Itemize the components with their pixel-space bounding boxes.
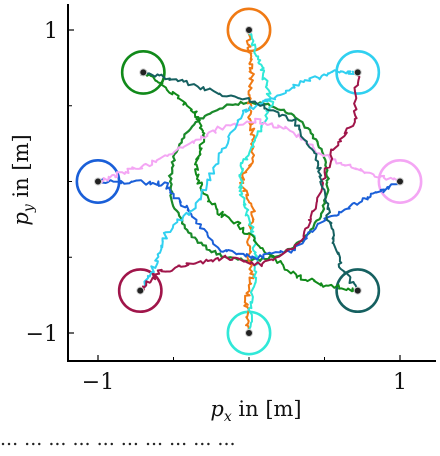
goal-marker-2 (139, 68, 148, 77)
goal-marker-4 (396, 177, 404, 186)
trajectory-3 (97, 178, 402, 261)
y-tick-label-0: 1 (44, 19, 58, 44)
x-tick-label-1: 1 (393, 370, 407, 395)
trajectory-1 (238, 29, 275, 334)
y-tick-label-1: −1 (26, 322, 58, 347)
goal-circles (75, 7, 423, 356)
goal-marker-6 (136, 286, 145, 295)
x-tick-label-0: −1 (82, 370, 114, 395)
goal-circle-5 (335, 49, 381, 95)
trajectory-4 (96, 117, 401, 184)
trajectories (96, 29, 402, 334)
goal-marker-3 (94, 177, 102, 186)
trajectory-2 (142, 71, 358, 293)
figure-caption: ... ... ... ... ... ... ... ... ... ... (0, 428, 236, 450)
goal-circle-4 (377, 159, 423, 204)
goal-marker-1 (245, 329, 253, 337)
goal-marker-7 (353, 286, 362, 295)
trajectory-7 (140, 70, 359, 292)
chart-plot: −1 1 1 −1 px in [m] py in [m] (9, 4, 436, 425)
trajectory-0 (239, 29, 256, 333)
goal-marker-0 (245, 26, 253, 34)
x-axis-label: px in [m] (210, 397, 301, 425)
goal-markers (94, 26, 404, 337)
goal-circle-7 (335, 268, 381, 314)
axes (67, 4, 436, 362)
ticks: −1 1 1 −1 (26, 19, 407, 395)
trajectory-5 (139, 69, 359, 292)
y-axis-label: py in [m] (9, 134, 37, 225)
trajectory-6 (139, 72, 361, 291)
goal-circle-2 (120, 49, 166, 95)
goal-circle-6 (117, 268, 163, 314)
goal-marker-5 (353, 68, 362, 77)
